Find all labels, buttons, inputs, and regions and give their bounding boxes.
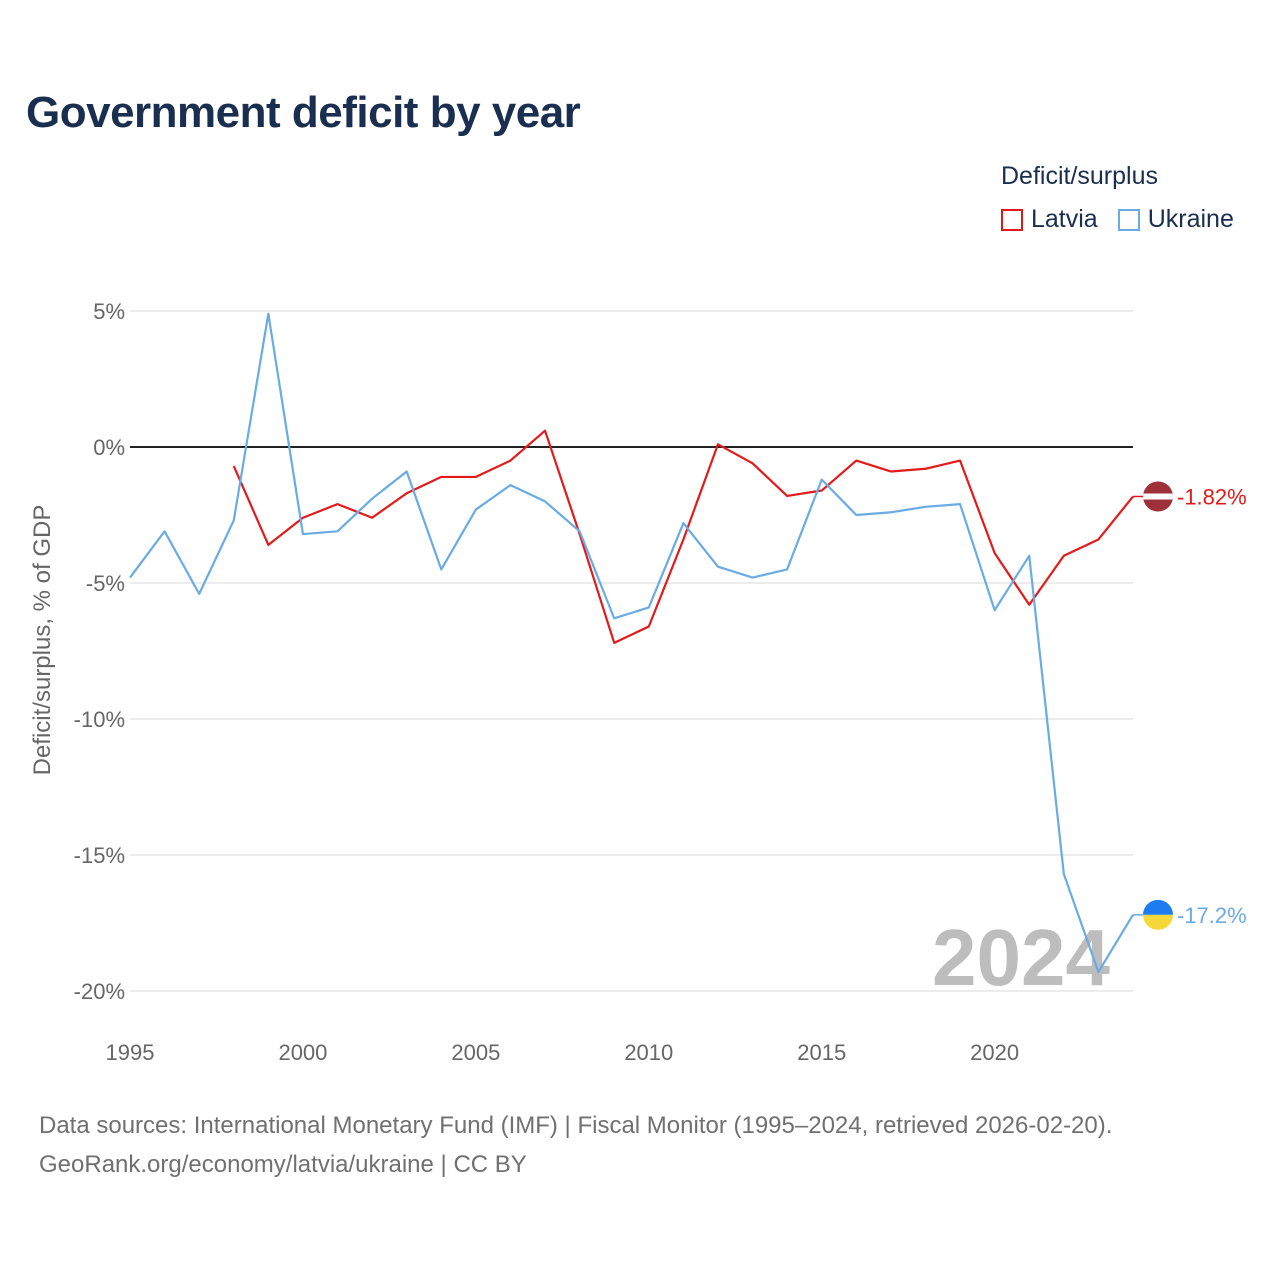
- gridlines: [130, 310, 1133, 992]
- x-tick-label: 2000: [278, 1040, 327, 1065]
- y-tick-label: -20%: [74, 979, 125, 1004]
- x-tick-label: 2020: [970, 1040, 1019, 1065]
- legend-swatch-ukraine: [1117, 208, 1140, 231]
- footer: Data sources: International Monetary Fun…: [39, 1106, 1112, 1184]
- chart-title: Government deficit by year: [26, 88, 581, 137]
- series-line-ukraine: [129, 312, 1134, 974]
- footer-credit[interactable]: GeoRank.org/economy/latvia/ukraine | CC …: [39, 1151, 527, 1178]
- legend-item-ukraine[interactable]: Ukraine: [1117, 205, 1234, 234]
- legend-swatch-latvia: [1001, 208, 1023, 231]
- flag-body: [1143, 899, 1173, 930]
- end-markers: -1.82% -17.2%: [1133, 481, 1247, 930]
- flag-band-yellow: [1143, 914, 1173, 930]
- series-lines: [129, 312, 1134, 974]
- x-tick-label: 2005: [451, 1040, 500, 1065]
- y-tick-label: -15%: [74, 843, 125, 868]
- legend-item-latvia[interactable]: Latvia: [1001, 205, 1098, 234]
- legend-label-ukraine: Ukraine: [1147, 205, 1234, 233]
- legend-label-latvia: Latvia: [1031, 205, 1098, 233]
- y-axis-ticks: 5% 0% -5% -10% -15% -20%: [74, 299, 125, 1004]
- x-tick-label: 2015: [797, 1040, 846, 1065]
- x-tick-label: 2010: [624, 1040, 673, 1065]
- flag-icon-latvia: [1143, 481, 1173, 512]
- legend: Deficit/surplus Latvia Ukraine: [1001, 162, 1254, 234]
- x-axis-ticks: 1995 2000 2005 2010 2015 2020: [106, 1040, 1020, 1065]
- legend-title: Deficit/surplus: [1001, 162, 1158, 190]
- y-tick-label: 5%: [93, 299, 125, 324]
- y-tick-label: 0%: [93, 435, 125, 460]
- end-label-ukraine: -17.2%: [1177, 903, 1247, 928]
- footer-sources: Data sources: International Monetary Fun…: [39, 1112, 1113, 1139]
- x-tick-label: 1995: [106, 1040, 155, 1065]
- series-line-latvia: [232, 429, 1134, 644]
- flag-body: [1143, 481, 1173, 512]
- end-label-latvia: -1.82%: [1177, 485, 1247, 510]
- y-tick-label: -5%: [86, 571, 125, 596]
- y-tick-label: -10%: [74, 707, 125, 732]
- flag-band-white: [1143, 493, 1173, 500]
- flag-band-blue: [1143, 899, 1173, 915]
- y-axis-label: Deficit/surplus, % of GDP: [29, 505, 56, 776]
- year-watermark: 2024: [932, 913, 1110, 1002]
- flag-icon-ukraine: [1143, 899, 1173, 930]
